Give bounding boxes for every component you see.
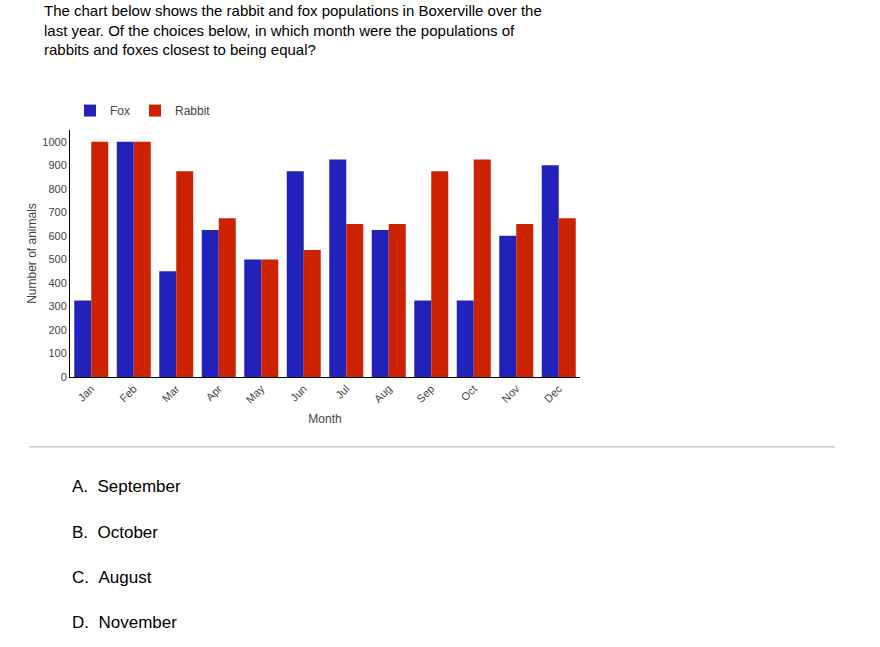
svg-text:Nov: Nov xyxy=(499,382,522,405)
svg-text:900: 900 xyxy=(48,159,66,171)
svg-text:300: 300 xyxy=(48,300,66,312)
svg-text:May: May xyxy=(243,382,267,406)
svg-text:The chart below shows the rabb: The chart below shows the rabbit and fox… xyxy=(44,2,542,58)
svg-text:600: 600 xyxy=(48,230,66,242)
svg-text:Fox: Fox xyxy=(110,104,130,118)
svg-text:500: 500 xyxy=(48,253,66,265)
svg-text:Oct: Oct xyxy=(458,383,479,404)
svg-text:400: 400 xyxy=(48,277,66,289)
svg-text:100: 100 xyxy=(48,347,66,359)
svg-text:Number of animals: Number of animals xyxy=(25,203,39,304)
svg-text:D. November: D. November xyxy=(72,613,177,632)
svg-text:Jun: Jun xyxy=(288,383,309,404)
svg-text:800: 800 xyxy=(48,183,66,195)
svg-text:Dec: Dec xyxy=(542,382,565,405)
svg-text:Aug: Aug xyxy=(372,383,394,405)
svg-text:0: 0 xyxy=(61,371,67,383)
svg-text:Month: Month xyxy=(308,412,341,426)
svg-text:700: 700 xyxy=(48,206,66,218)
svg-text:Rabbit: Rabbit xyxy=(175,104,210,118)
svg-text:Apr: Apr xyxy=(203,382,224,403)
svg-text:Feb: Feb xyxy=(117,383,139,405)
svg-text:Jan: Jan xyxy=(76,383,97,404)
svg-text:200: 200 xyxy=(48,324,66,336)
svg-text:1000: 1000 xyxy=(42,136,66,148)
svg-text:C. August: C. August xyxy=(72,568,152,587)
svg-text:B. October: B. October xyxy=(72,523,158,542)
svg-text:Sep: Sep xyxy=(414,383,436,405)
svg-text:Mar: Mar xyxy=(160,382,182,404)
svg-text:A. September: A. September xyxy=(72,477,181,496)
svg-text:Jul: Jul xyxy=(333,383,351,401)
